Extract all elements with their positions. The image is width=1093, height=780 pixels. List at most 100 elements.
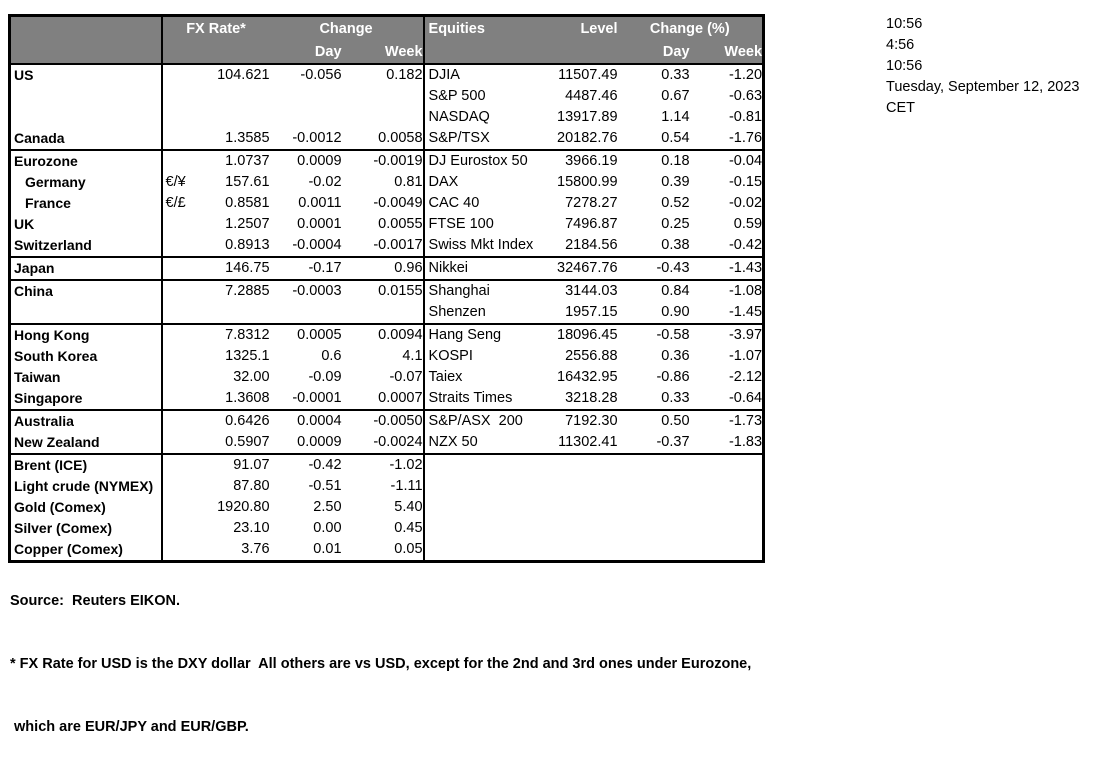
equity-day-change-cell[interactable]: -0.58 xyxy=(617,323,690,346)
equity-week-change-cell[interactable]: 0.59 xyxy=(733,216,763,232)
equity-level-cell[interactable]: 2184.56 xyxy=(565,237,618,253)
fx-rate-cell[interactable]: 7.2885 xyxy=(197,279,270,302)
equity-name-cell[interactable]: S&P 500 xyxy=(422,86,540,107)
equity-level-cell[interactable]: 15800.99 xyxy=(557,174,618,190)
fx-rate-cell[interactable]: 7.8312 xyxy=(197,323,270,346)
region-cell[interactable] xyxy=(10,86,162,107)
fx-week-change-cell[interactable]: 0.05 xyxy=(394,541,423,557)
currency-pair-cell[interactable] xyxy=(160,432,198,454)
equity-name-cell[interactable]: NASDAQ xyxy=(422,107,540,128)
currency-pair-cell[interactable]: €/£ xyxy=(160,193,198,214)
equity-name-cell[interactable] xyxy=(422,476,540,497)
equity-name-cell[interactable]: Straits Times xyxy=(422,388,540,410)
equity-name-cell[interactable]: Shenzen xyxy=(422,302,540,324)
fx-day-change-cell[interactable]: -0.0004 xyxy=(292,237,342,253)
fx-rate-cell[interactable]: 1.0737 xyxy=(197,149,270,172)
fx-day-change-cell[interactable]: -0.0012 xyxy=(292,130,342,146)
currency-pair-cell[interactable] xyxy=(160,302,198,324)
equity-week-change-cell[interactable]: -3.97 xyxy=(689,323,764,346)
fx-day-change-cell[interactable]: 2.50 xyxy=(313,499,342,515)
currency-pair-cell[interactable] xyxy=(160,323,198,346)
region-cell[interactable] xyxy=(10,107,162,128)
region-cell[interactable] xyxy=(10,302,162,324)
currency-pair-cell[interactable] xyxy=(160,388,198,410)
fx-rate-cell[interactable]: 0.8581 xyxy=(225,195,270,211)
currency-pair-cell[interactable] xyxy=(160,539,198,562)
equity-week-change-cell[interactable]: -1.45 xyxy=(728,304,763,320)
equity-level-cell[interactable]: 3966.19 xyxy=(539,149,618,172)
equity-level-cell[interactable]: 7278.27 xyxy=(565,195,618,211)
currency-pair-cell[interactable] xyxy=(160,64,198,86)
equity-day-change-cell[interactable]: 0.25 xyxy=(661,216,690,232)
equity-name-cell[interactable]: DJ Eurostox 50 xyxy=(422,149,540,172)
fx-day-change-cell[interactable]: 0.0005 xyxy=(269,323,342,346)
equity-name-cell[interactable]: KOSPI xyxy=(422,346,540,367)
equity-week-change-cell[interactable] xyxy=(689,453,764,476)
fx-rate-cell[interactable]: 157.61 xyxy=(225,174,270,190)
fx-rate-cell[interactable]: 3.76 xyxy=(241,541,270,557)
equity-name-cell[interactable]: Shanghai xyxy=(422,279,540,302)
fx-rate-cell[interactable]: 1325.1 xyxy=(225,348,270,364)
equity-day-change-cell[interactable]: 1.14 xyxy=(661,109,690,125)
equity-name-cell[interactable]: DJIA xyxy=(422,64,540,86)
region-cell[interactable]: Germany xyxy=(25,174,86,190)
fx-day-change-cell[interactable] xyxy=(270,107,342,128)
region-cell[interactable]: Silver (Comex) xyxy=(14,520,113,536)
fx-rate-cell[interactable]: 0.8913 xyxy=(225,237,270,253)
fx-rate-cell[interactable] xyxy=(198,107,270,128)
region-cell[interactable]: Brent (ICE) xyxy=(9,453,162,476)
region-cell[interactable]: Singapore xyxy=(14,390,83,406)
fx-week-change-cell[interactable]: -0.0024 xyxy=(373,434,423,450)
fx-rate-cell[interactable]: 23.10 xyxy=(233,520,270,536)
equity-week-change-cell[interactable]: -2.12 xyxy=(728,369,763,385)
equity-level-cell[interactable]: 3218.28 xyxy=(565,390,618,406)
equity-day-change-cell[interactable] xyxy=(618,476,690,497)
equity-level-cell[interactable]: 18096.45 xyxy=(539,323,618,346)
equity-level-cell[interactable] xyxy=(540,518,618,539)
fx-week-change-cell[interactable]: -0.0017 xyxy=(373,237,423,253)
equity-level-cell[interactable]: 7496.87 xyxy=(565,216,618,232)
equity-day-change-cell[interactable]: -0.43 xyxy=(617,256,690,280)
equity-name-cell[interactable]: DAX xyxy=(422,172,540,193)
equity-level-cell[interactable]: 1957.15 xyxy=(565,304,618,320)
region-cell[interactable]: Hong Kong xyxy=(9,323,162,346)
equity-week-change-cell[interactable]: -1.43 xyxy=(689,256,764,280)
fx-week-change-cell[interactable]: 0.96 xyxy=(341,256,424,280)
currency-pair-cell[interactable] xyxy=(160,409,198,432)
equity-name-cell[interactable]: Nikkei xyxy=(422,256,540,280)
currency-pair-cell[interactable] xyxy=(160,256,198,280)
equity-level-cell[interactable]: 16432.95 xyxy=(557,369,618,385)
equity-week-change-cell[interactable]: -1.83 xyxy=(728,434,763,450)
fx-week-change-cell[interactable]: 0.182 xyxy=(386,67,423,83)
fx-week-change-cell[interactable]: -1.02 xyxy=(341,453,424,476)
fx-rate-cell[interactable]: 0.6426 xyxy=(197,409,270,432)
region-cell[interactable]: Eurozone xyxy=(9,149,162,172)
equity-level-cell[interactable] xyxy=(540,476,618,497)
currency-pair-cell[interactable] xyxy=(160,367,198,388)
currency-pair-cell[interactable] xyxy=(160,128,198,150)
region-cell[interactable]: Switzerland xyxy=(14,237,92,253)
equity-level-cell[interactable]: 11302.41 xyxy=(558,434,618,450)
region-cell[interactable]: New Zealand xyxy=(14,434,100,450)
fx-rate-cell[interactable]: 1920.80 xyxy=(217,499,270,515)
equity-day-change-cell[interactable]: 0.39 xyxy=(661,174,690,190)
equity-week-change-cell[interactable]: -0.63 xyxy=(728,88,763,104)
currency-pair-cell[interactable] xyxy=(160,518,198,539)
equity-day-change-cell[interactable]: 0.54 xyxy=(661,130,690,146)
fx-rate-cell[interactable]: 32.00 xyxy=(233,369,270,385)
fx-week-change-cell[interactable]: -1.11 xyxy=(390,478,423,494)
equity-week-change-cell[interactable]: -0.15 xyxy=(728,174,763,190)
equity-day-change-cell[interactable] xyxy=(618,518,690,539)
equity-name-cell[interactable]: CAC 40 xyxy=(422,193,540,214)
equity-day-change-cell[interactable]: 0.36 xyxy=(661,348,690,364)
equity-week-change-cell[interactable]: -1.73 xyxy=(689,409,764,432)
equity-day-change-cell[interactable]: 0.33 xyxy=(661,390,690,406)
equity-level-cell[interactable]: 3144.03 xyxy=(539,279,618,302)
equity-level-cell[interactable]: 20182.76 xyxy=(557,130,618,146)
equity-level-cell[interactable]: 11507.49 xyxy=(558,67,618,83)
fx-week-change-cell[interactable]: 5.40 xyxy=(394,499,423,515)
currency-pair-cell[interactable] xyxy=(160,279,198,302)
fx-day-change-cell[interactable]: -0.09 xyxy=(308,369,342,385)
region-cell[interactable]: China xyxy=(9,279,162,302)
equity-name-cell[interactable] xyxy=(422,497,540,518)
